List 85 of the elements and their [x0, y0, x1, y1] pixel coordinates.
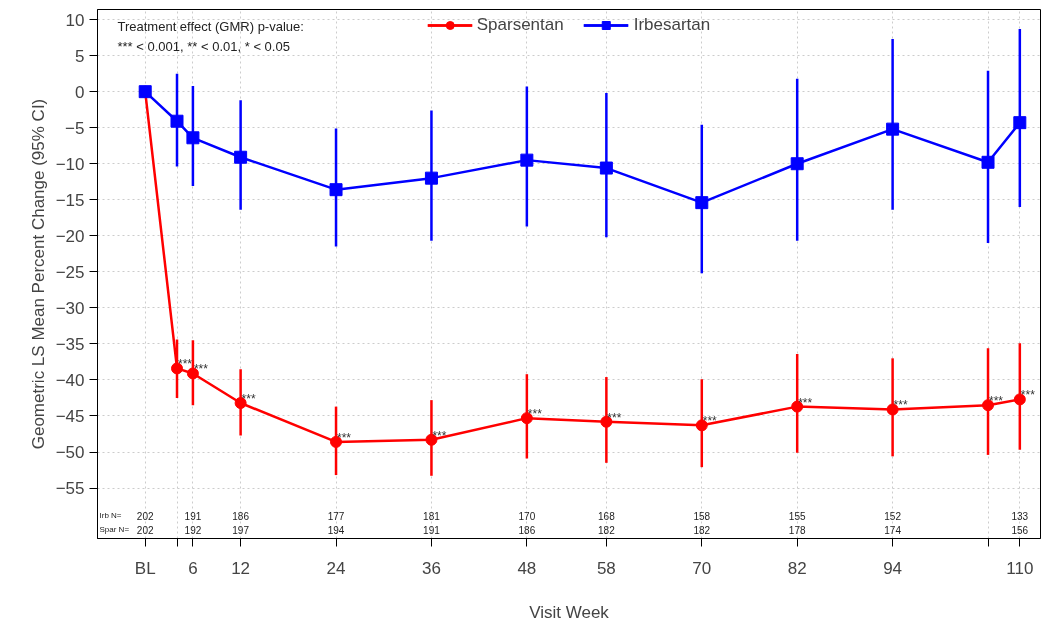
- annotation: 133: [1011, 510, 1029, 522]
- y-tick-label: −40: [55, 370, 85, 390]
- annotation: *** < 0.001, ** < 0.01, * < 0.05: [117, 38, 290, 54]
- annotation: Spar N=: [99, 525, 130, 534]
- point: [1013, 393, 1026, 406]
- annotation: 170: [518, 510, 536, 522]
- annotation: 182: [693, 524, 711, 536]
- y-tick-label: −30: [55, 298, 85, 318]
- y-tick-label: −5: [65, 118, 85, 138]
- point: [981, 155, 995, 169]
- y-tick-label: −15: [55, 190, 85, 210]
- point: [599, 161, 613, 175]
- x-tick-label: 6: [188, 558, 198, 578]
- point: [186, 131, 200, 145]
- annotation: ***: [193, 362, 209, 377]
- y-axis-title: Geometric LS Mean Percent Change (95% CI): [28, 98, 48, 450]
- annotation: 156: [1011, 524, 1029, 536]
- point: [234, 397, 247, 409]
- legend-label: Irbesartan: [633, 15, 711, 35]
- x-tick-label: BL: [134, 558, 156, 578]
- annotation: ***: [432, 428, 447, 443]
- y-tick-label: 0: [75, 82, 85, 102]
- annotation: 186: [518, 524, 536, 536]
- annotation: ***: [241, 392, 256, 407]
- x-tick-label: 94: [883, 558, 903, 578]
- annotation: ***: [702, 414, 718, 429]
- x-tick-label: 82: [787, 558, 807, 578]
- point: [170, 114, 184, 128]
- y-tick-label: −45: [55, 406, 85, 426]
- annotation: 197: [232, 524, 250, 536]
- point: [329, 183, 343, 197]
- y-tick-label: −20: [55, 226, 85, 246]
- x-tick-label: 70: [692, 558, 712, 578]
- point: [695, 196, 709, 210]
- annotation: 168: [598, 510, 616, 522]
- annotation: Irb N=: [99, 511, 122, 520]
- point: [1013, 116, 1027, 130]
- annotation: 186: [232, 510, 250, 522]
- annotation: 174: [884, 524, 902, 536]
- y-tick-label: −50: [55, 443, 85, 463]
- annotation: 155: [788, 510, 806, 522]
- point: [520, 412, 533, 425]
- y-tick-label: 10: [65, 10, 85, 30]
- annotation: ***: [989, 394, 1004, 409]
- annotation: 202: [136, 524, 154, 536]
- annotation: 192: [184, 524, 202, 536]
- point: [695, 419, 708, 432]
- annotation: ***: [178, 357, 193, 372]
- point: [982, 399, 995, 412]
- annotation: 191: [184, 510, 202, 522]
- point: [886, 403, 899, 416]
- point: [520, 153, 534, 167]
- x-tick-label: 48: [517, 558, 537, 578]
- annotation: 158: [693, 510, 711, 522]
- y-tick-label: −55: [55, 479, 85, 499]
- y-tick-label: 5: [75, 46, 85, 66]
- annotation: ***: [1020, 388, 1036, 403]
- annotation: 191: [423, 524, 441, 536]
- annotation: ***: [893, 398, 908, 413]
- annotation: 177: [327, 510, 345, 522]
- annotation: 181: [423, 510, 441, 522]
- annotation: 182: [598, 524, 616, 536]
- annotation: ***: [527, 407, 543, 422]
- x-tick-label: 58: [596, 558, 616, 578]
- annotation: 178: [788, 524, 806, 536]
- y-tick-label: −25: [55, 262, 85, 282]
- annotation: ***: [337, 430, 352, 445]
- point: [186, 367, 199, 380]
- y-tick-label: −10: [55, 154, 85, 174]
- x-tick-label: 12: [231, 558, 251, 578]
- legend-label: Sparsentan: [476, 15, 564, 35]
- annotation: 202: [136, 510, 154, 522]
- point: [171, 362, 184, 375]
- y-tick-label: −35: [55, 334, 85, 354]
- point: [234, 150, 248, 164]
- point: [424, 171, 438, 185]
- x-tick-label: 36: [421, 558, 441, 578]
- x-tick-label: 110: [1006, 558, 1034, 578]
- x-axis-title: Visit Week: [529, 602, 610, 622]
- annotation: 152: [884, 510, 902, 522]
- point: [790, 157, 804, 171]
- x-tick-label: 24: [326, 558, 346, 578]
- annotation: 194: [327, 524, 345, 536]
- annotation: Treatment effect (GMR) p-value:: [117, 18, 304, 34]
- point: [886, 122, 900, 136]
